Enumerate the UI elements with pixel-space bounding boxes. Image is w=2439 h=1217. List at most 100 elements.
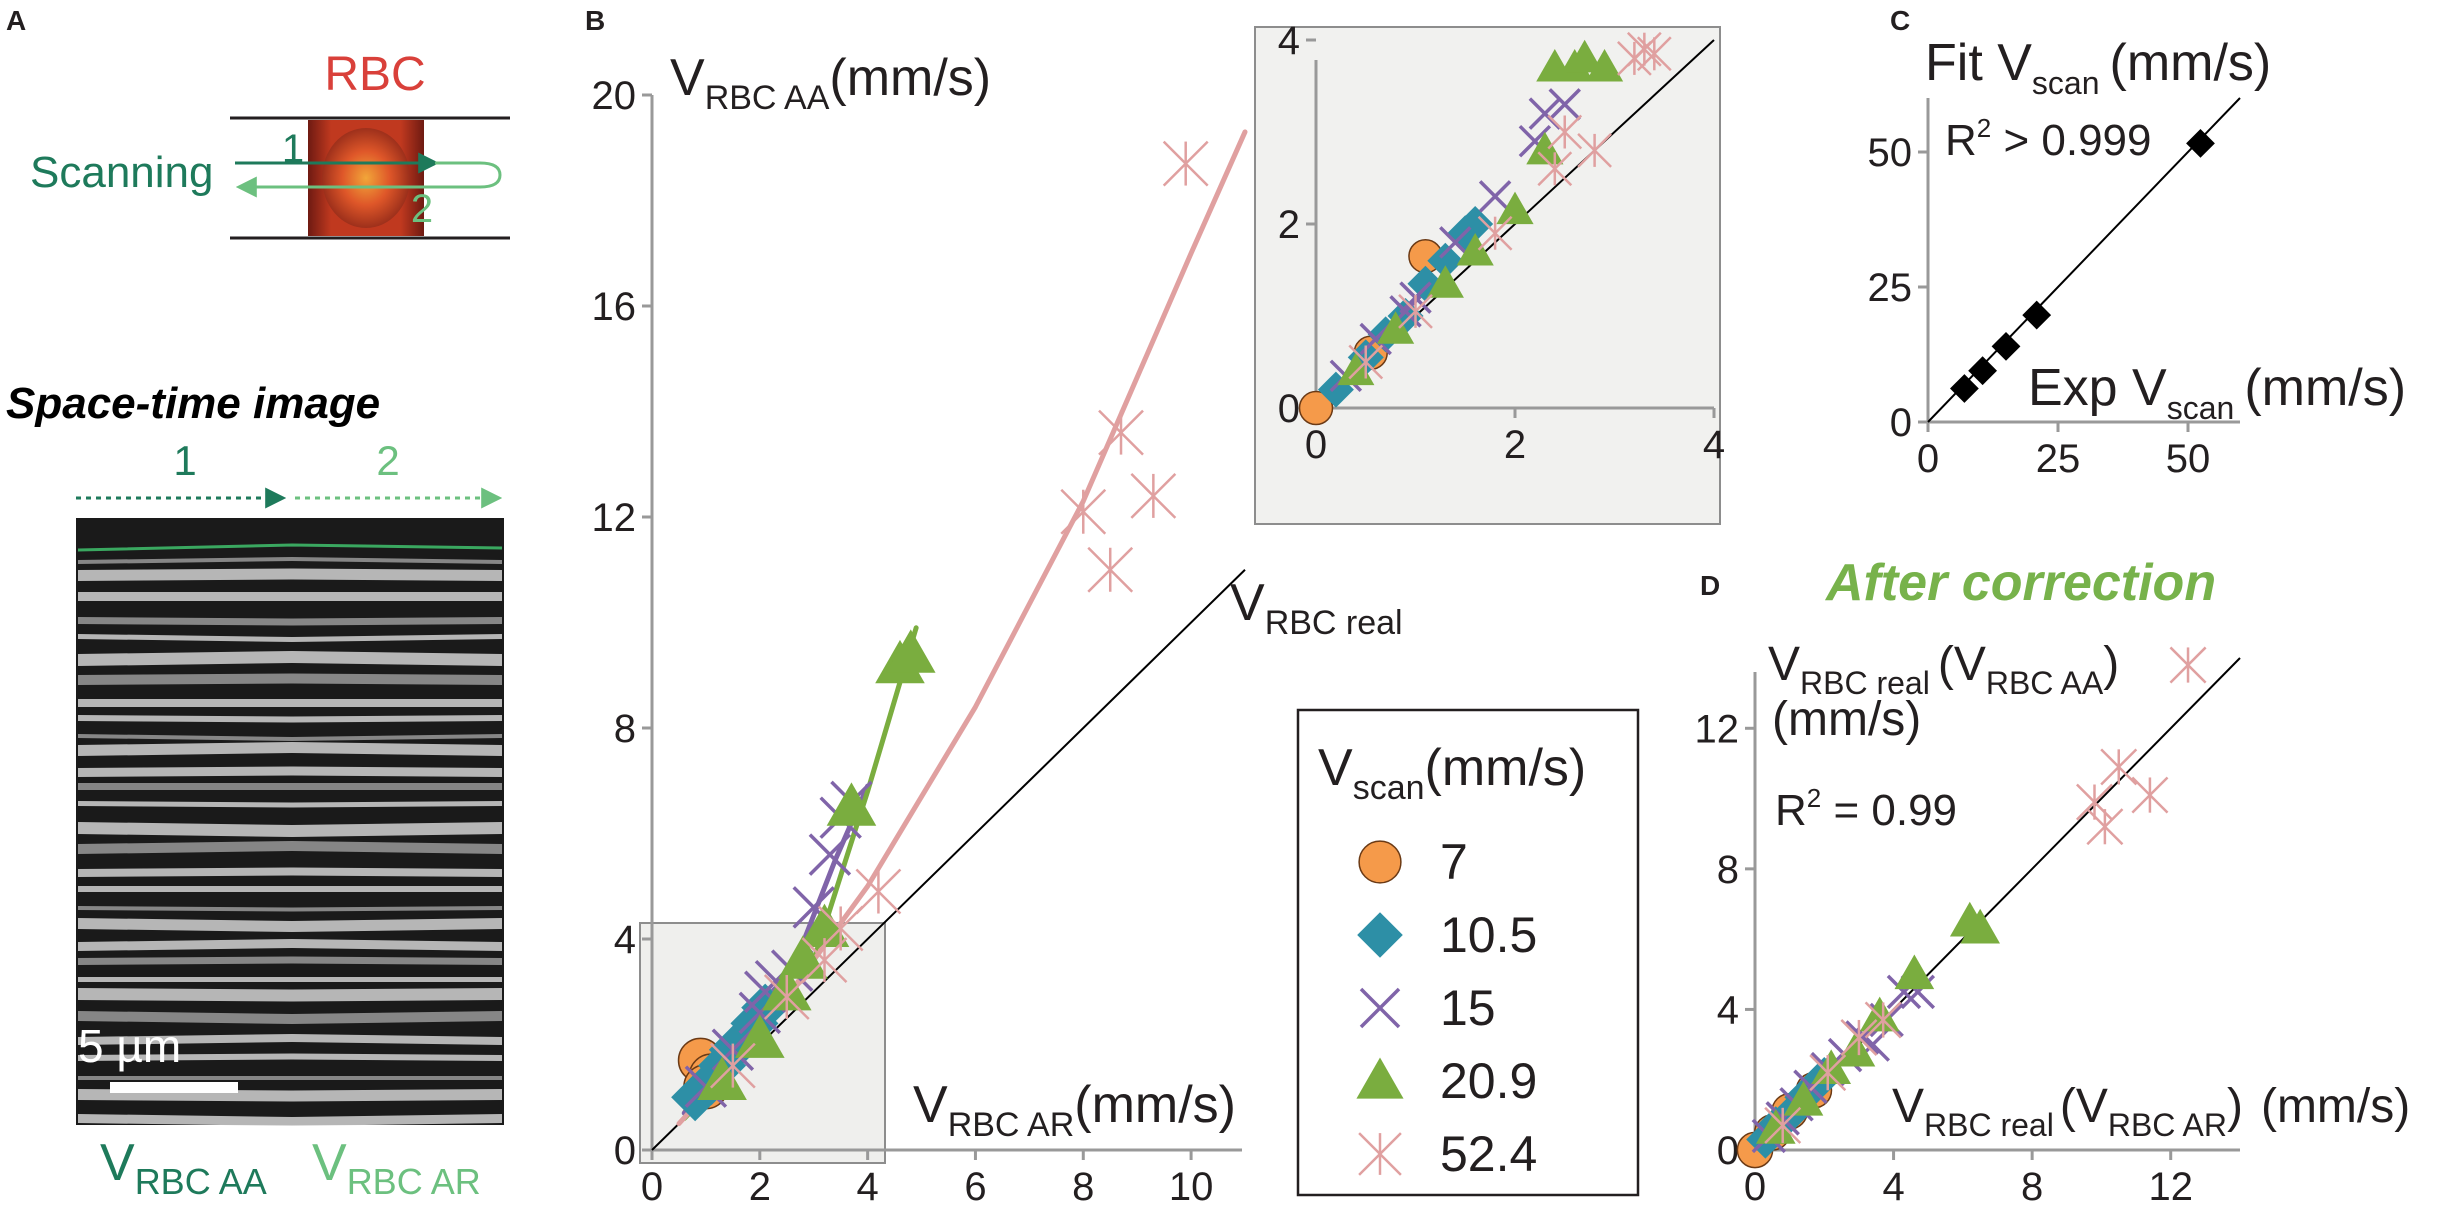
stripe-27 [78,1076,502,1080]
stripe-0 [78,557,502,564]
d-point-3-1 [1783,1080,1824,1116]
inset-ytick-label-1: 2 [1278,203,1300,247]
b-point-4-7 [1098,409,1144,456]
stripe-29 [78,1114,502,1126]
legend-marker-0-shape [1358,840,1402,884]
b-ytick-label-3: 12 [592,496,637,540]
b-point-3-5-shape [826,782,877,826]
legend-box [1296,708,1640,1197]
d-point-3-5-shape [1894,954,1935,990]
stripe-22 [78,977,502,982]
d-point-3-3-shape [1835,1031,1876,1067]
b-point-4-8 [1130,473,1177,519]
b-identity-label: VRBC real [1230,574,1403,642]
inset-ytick-label-2: 4 [1278,19,1300,63]
inset-point-3-1 [1377,311,1415,344]
d-point-3-0 [1755,1109,1796,1144]
stripe-2 [78,592,502,601]
stripe-4 [78,634,502,642]
rbc-label: RBC [324,48,425,101]
d-point-4-2 [1840,1019,1878,1057]
label-v-rbc-aa: VRBC AA [100,1134,267,1202]
inset-point-3-4-shape [1496,191,1534,225]
b-ticks: 0 2 4 6 8 10 0 4 8 12 16 20 [592,74,1214,1209]
c-point-0-shape [1950,374,1979,403]
d-r2-label: R2 = 0.99 [1775,783,1957,835]
c-xtick-label-2: 50 [2166,437,2211,481]
label-v-rbc-ar: VRBC AR [312,1134,481,1202]
inset-point-4-3 [1537,151,1573,187]
b-point-3-7-shape [885,629,936,673]
scalebar-label: 5 µm [78,1020,181,1072]
d-xtick-label-2: 8 [2021,1165,2043,1209]
legend-marker-3 [1356,1057,1404,1099]
d-ytick-label-2: 8 [1717,848,1739,892]
stripe-15 [78,841,502,854]
c-point-4-shape [2186,128,2215,158]
stripe-6 [78,673,502,685]
b-point-4-3 [817,905,864,952]
spacetime-stripes [78,557,502,1126]
inset-point-3-4 [1496,191,1534,225]
legend-title: Vscan(mm/s) [1318,739,1586,807]
b-data-points [671,140,1209,1122]
legend-marker-3-shape [1356,1057,1404,1099]
legend-label-3: 20.9 [1440,1053,1537,1109]
stripe-1 [78,568,502,581]
b-point-3-4-shape [799,903,850,948]
b-xtick-label-3: 6 [964,1165,986,1209]
stripe-8 [78,715,502,723]
b-point-4-5 [1060,488,1107,535]
b-point-4-6 [1087,546,1134,593]
scanning-label: Scanning [30,148,213,197]
legend-marker-1 [1357,912,1403,958]
inset-point-3-9-shape [1585,49,1624,82]
b-point-3-4 [799,903,850,948]
legend-items: 7 10.5 15 20.9 52.4 [1356,834,1537,1182]
d-point-3-7-shape [1960,908,2001,944]
stripe-24 [78,1011,502,1024]
spacetime-arrow-2-label: 2 [376,437,399,484]
panel-letter-b: B [585,5,605,36]
c-ytick-label-1: 25 [1868,266,1913,310]
b-point-4-9 [1162,140,1209,187]
c-ticks: 0 25 50 0 25 50 [1868,131,2211,481]
panel-letter-c: C [1890,5,1910,36]
d-point-3-1-shape [1783,1080,1824,1116]
inset-point-3-1-shape [1377,311,1415,344]
b-xtick-label-1: 2 [749,1165,771,1209]
legend-label-1: 10.5 [1440,907,1537,963]
c-point-0 [1950,374,1979,403]
c-r2-label: R2 > 0.999 [1945,113,2152,165]
b-point-3-1 [735,1014,785,1058]
b-xtick-label-5: 10 [1169,1165,1214,1209]
c-point-3-shape [2022,300,2052,330]
c-point-2 [1991,332,2021,361]
stripe-5 [78,651,502,666]
stripe-16 [78,867,502,877]
inset-point-2-7-stroke-b [1548,88,1581,121]
b-point-4-0 [709,1042,756,1089]
b-point-2-5-stroke-b [792,886,835,929]
d-point-4-7 [2131,776,2169,814]
inset-ytick-label-0: 0 [1278,387,1300,431]
panel-a: A RBC Scanning 1 2 Space-time image 1 2 … [6,5,510,1202]
d-point-4-6 [2100,748,2138,786]
c-ytick-label-2: 50 [1868,131,1913,175]
legend-label-0: 7 [1440,834,1468,890]
spacetime-arrow-1-label: 1 [173,437,196,484]
inset-point-3-3 [1456,233,1494,266]
stripe-10 [78,742,502,756]
inset-point-3-9 [1585,49,1624,82]
stripe-18 [78,906,502,912]
legend-marker-2-stroke-b [1359,987,1401,1029]
inset-ticks: 0 2 4 0 2 4 [1278,19,1725,467]
d-point-4-1 [1809,1054,1847,1092]
scan-pass-2-arrow [235,161,502,198]
c-data-points [1950,128,2215,403]
b-point-4-4 [855,868,902,915]
spacetime-title: Space-time image [6,379,380,428]
d-ytick-label-3: 12 [1695,707,1740,751]
inset-point-3-2-shape [1426,265,1464,298]
inset-point-4-2 [1477,215,1513,251]
